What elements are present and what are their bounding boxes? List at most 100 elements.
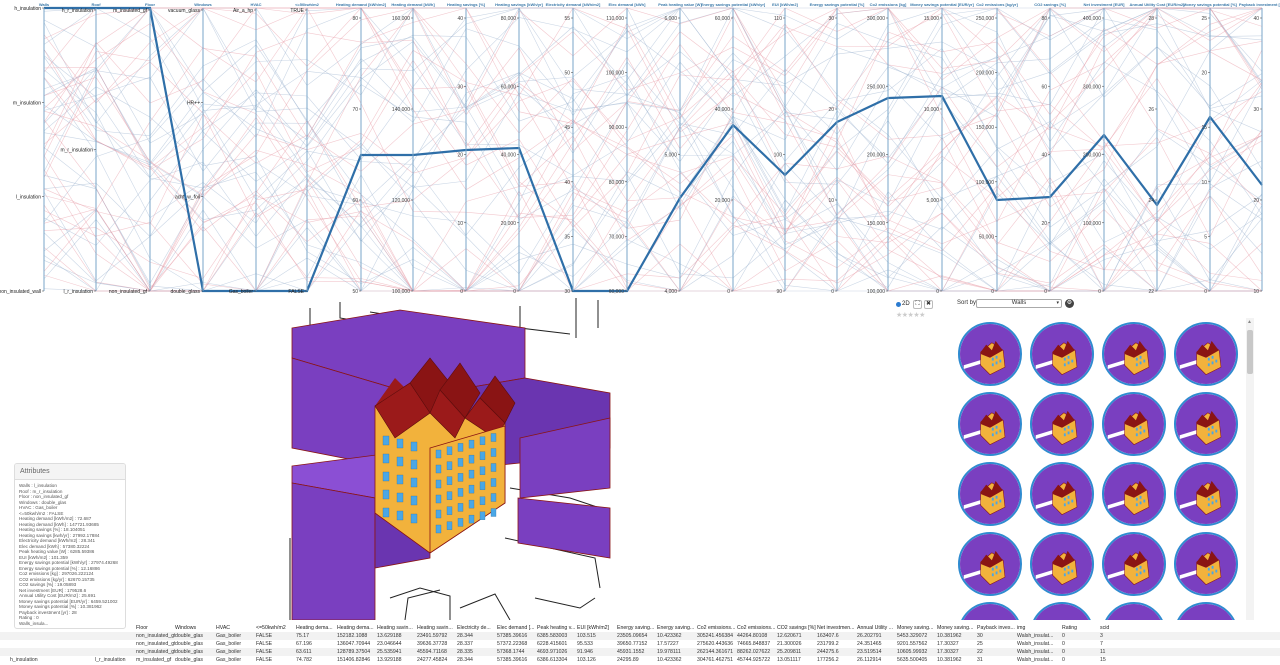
building-thumbnail[interactable] xyxy=(1030,532,1094,596)
axis[interactable]: Payback investment [yr] 40 30 20 10 xyxy=(1239,2,1280,295)
table-cell: 17.57227 xyxy=(657,641,679,647)
table-header-cell[interactable]: Electricity de... xyxy=(457,625,491,631)
axis[interactable]: Energy savings potential [kWh/yr] 60,000 4… xyxy=(701,2,766,295)
table-cell: Gas_boiler xyxy=(216,657,242,663)
building-thumbnail[interactable] xyxy=(1030,322,1094,386)
building-thumbnail[interactable] xyxy=(958,392,1022,456)
table-header-cell[interactable]: HVAC xyxy=(216,625,231,631)
expand-icon[interactable]: ⛶ xyxy=(913,300,922,309)
building-thumbnail[interactable] xyxy=(958,322,1022,386)
axis[interactable]: Heating savings [%] 40 30 20 10 0 xyxy=(447,2,486,295)
building-thumbnail[interactable] xyxy=(1174,392,1238,456)
table-header-cell[interactable]: Money saving... xyxy=(897,625,934,631)
axis[interactable]: Annual Utility Cost [EUR/m2] 28 26 24 22 xyxy=(1130,2,1186,295)
table-header-cell[interactable]: Heating dema... xyxy=(296,625,333,631)
table-header-cell[interactable]: Co2 emissions... xyxy=(737,625,776,631)
table-header-cell[interactable]: Payback inves... xyxy=(977,625,1015,631)
building-thumbnail[interactable] xyxy=(1102,392,1166,456)
building-thumbnail[interactable] xyxy=(958,602,1022,620)
thumbnail-gallery[interactable] xyxy=(958,318,1248,620)
building-thumbnail[interactable] xyxy=(1030,602,1094,620)
axis-tick-label: h_insulation xyxy=(14,6,41,12)
axis[interactable]: Co2 emissions [kg/yr] 250,000 200,000 150,0… xyxy=(976,2,1019,295)
table-header-cell[interactable]: Peak heating v... xyxy=(537,625,576,631)
table-header-cell[interactable]: Floor xyxy=(136,625,148,631)
table-header-cell[interactable]: EUI [kWh/m2] xyxy=(577,625,609,631)
building-thumbnail[interactable] xyxy=(1102,602,1166,620)
table-row[interactable]: h_insulation m_insulated_gf double_glas Gas… xyxy=(0,656,1280,664)
table-row[interactable]: non_insulated_gf double_glas Gas_boiler FAL… xyxy=(0,648,1280,656)
rating-stars[interactable]: ★★★★★ xyxy=(896,312,925,319)
attribute-line: Heating demand [kWh] : 147721.93685 xyxy=(19,521,99,527)
table-header-cell[interactable]: scid xyxy=(1100,625,1110,631)
table-header-cell[interactable]: Heating savin... xyxy=(377,625,413,631)
building-thumbnail[interactable] xyxy=(1174,462,1238,526)
axis-tick-label: 60,000 xyxy=(609,289,625,295)
table-header-cell[interactable]: <=50kwh/m2 xyxy=(256,625,286,631)
axis[interactable]: Energy savings potential [%] 30 20 10 0 xyxy=(810,2,865,295)
view-2d-radio[interactable] xyxy=(896,302,901,307)
selected-polyline[interactable] xyxy=(44,6,1263,293)
close-icon[interactable]: ✖ xyxy=(924,300,933,309)
building-thumbnail[interactable] xyxy=(1102,462,1166,526)
table-header-cell[interactable]: Energy saving... xyxy=(657,625,695,631)
table-header-cell[interactable]: Windows xyxy=(175,625,197,631)
table-row[interactable]: non_insulated_gf double_glas Gas_boiler FAL… xyxy=(0,640,1280,648)
building-3d-view[interactable] xyxy=(280,298,620,620)
axis[interactable]: EUI [kWh/m2] 110 100 90 xyxy=(772,2,798,295)
building-thumbnail[interactable] xyxy=(1102,532,1166,596)
window xyxy=(396,474,404,485)
scroll-up-icon[interactable]: ▲ xyxy=(1247,319,1252,325)
scrollbar-thumb[interactable] xyxy=(1247,330,1253,374)
building-thumbnail[interactable] xyxy=(1174,602,1238,620)
building-thumbnail[interactable] xyxy=(958,532,1022,596)
axis[interactable]: Peak heating value [W] 6,000 5,000 4,000 xyxy=(658,2,702,295)
table-header-cell[interactable]: Heating dema... xyxy=(337,625,374,631)
building-thumbnail[interactable] xyxy=(1030,462,1094,526)
building-thumbnail[interactable] xyxy=(958,462,1022,526)
table-header-cell[interactable]: Net investmen... xyxy=(817,625,855,631)
table-row[interactable]: non_insulated_gf double_glas Gas_boiler FAL… xyxy=(0,632,1280,640)
attribute-line: Windows : double_glas xyxy=(19,499,67,505)
axis[interactable]: Money savings potential [EUR/yr] 15,000 10… xyxy=(910,2,974,295)
axis[interactable]: Heating demand [kWh] 160,000 140,000 120,00… xyxy=(391,2,435,295)
axis[interactable]: CO2 savings [%] 80 60 40 20 0 xyxy=(1034,2,1066,295)
axis[interactable]: Heating savings [kWh/yr] 80,000 60,000 40,0… xyxy=(495,2,543,295)
axis[interactable]: Electricity demand [kWh/m2] 55 50 45 40 35 30 xyxy=(546,2,601,295)
gear-icon[interactable]: ⚙ xyxy=(1065,299,1074,308)
table-header-cell[interactable]: Energy saving... xyxy=(617,625,655,631)
axis[interactable]: Net investment [EUR] 400,000 300,000 200,00… xyxy=(1083,2,1125,295)
table-header-cell[interactable]: Rating xyxy=(1062,625,1077,631)
table-header-cell[interactable]: Heating savin... xyxy=(417,625,453,631)
window xyxy=(446,506,453,515)
gallery-scrollbar[interactable]: ▲ xyxy=(1246,318,1254,620)
axis-tick-label: 10 xyxy=(1201,180,1207,186)
axis[interactable]: Money savings potential [%] 25 20 15 10 5 0 xyxy=(1183,2,1237,295)
axis[interactable]: Heating demand [kWh/m2] 80 70 60 50 xyxy=(336,2,387,295)
building-thumbnail[interactable] xyxy=(1030,392,1094,456)
data-polyline xyxy=(43,61,1262,292)
building-thumbnail[interactable] xyxy=(1174,532,1238,596)
axis[interactable]: Elec demand [kWh] 110,000 100,000 90,000 80,… xyxy=(606,2,646,295)
table-header-cell[interactable]: Money saving... xyxy=(937,625,974,631)
table-cell: 45594.71168 xyxy=(417,649,447,655)
attribute-line: Energy savings potential [kWh/yr] : 2797… xyxy=(19,560,118,565)
building-thumbnail[interactable] xyxy=(1174,322,1238,386)
table-cell: 275620.443636 xyxy=(697,641,734,647)
sort-select[interactable]: Walls ▾ xyxy=(976,299,1062,308)
axis[interactable]: Co2 emissions [kg] 300,000 250,000 200,000 1… xyxy=(867,2,907,295)
building-thumbnail[interactable] xyxy=(1102,322,1166,386)
table-header-cell[interactable]: Annual Utility ... xyxy=(857,625,894,631)
table-header-cell[interactable]: CO2 savings [%] xyxy=(777,625,816,631)
table-header-cell[interactable]: Co2 emissions... xyxy=(697,625,736,631)
table-header-cell[interactable]: img xyxy=(1017,625,1026,631)
table-header-cell[interactable]: Elec demand [... xyxy=(497,625,535,631)
selected-building[interactable] xyxy=(374,357,516,554)
